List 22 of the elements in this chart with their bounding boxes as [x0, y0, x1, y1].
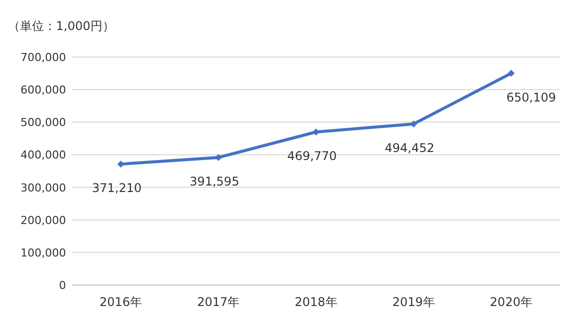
y-tick-label: 700,000	[20, 51, 66, 64]
point	[508, 70, 515, 77]
data-label: 391,595	[190, 174, 240, 188]
x-tick-label: 2017年	[197, 295, 240, 309]
y-tick-label: 600,000	[20, 84, 66, 97]
point	[312, 128, 320, 136]
y-tick-label: 300,000	[20, 181, 66, 194]
x-tick-label: 2016年	[100, 295, 142, 309]
y-tick-label: 200,000	[20, 214, 66, 227]
data-label: 469,770	[287, 148, 337, 163]
y-tick-label: 400,000	[20, 148, 66, 162]
x-tick-label: 2019年	[392, 295, 435, 309]
data-label: 494,452	[384, 140, 434, 155]
data-label: 650,109	[506, 90, 556, 104]
y-tick-label: 500,000	[20, 116, 66, 130]
y-tick-label: 0	[59, 279, 66, 292]
x-tick-label: 2020年	[490, 295, 532, 309]
y-tick-label: 100,000	[20, 246, 66, 260]
y-axis-title: （単位：1,000円）	[8, 19, 114, 33]
data-label: 371,210	[92, 181, 142, 196]
x-tick-label: 2018年	[294, 295, 338, 309]
point	[410, 120, 418, 128]
